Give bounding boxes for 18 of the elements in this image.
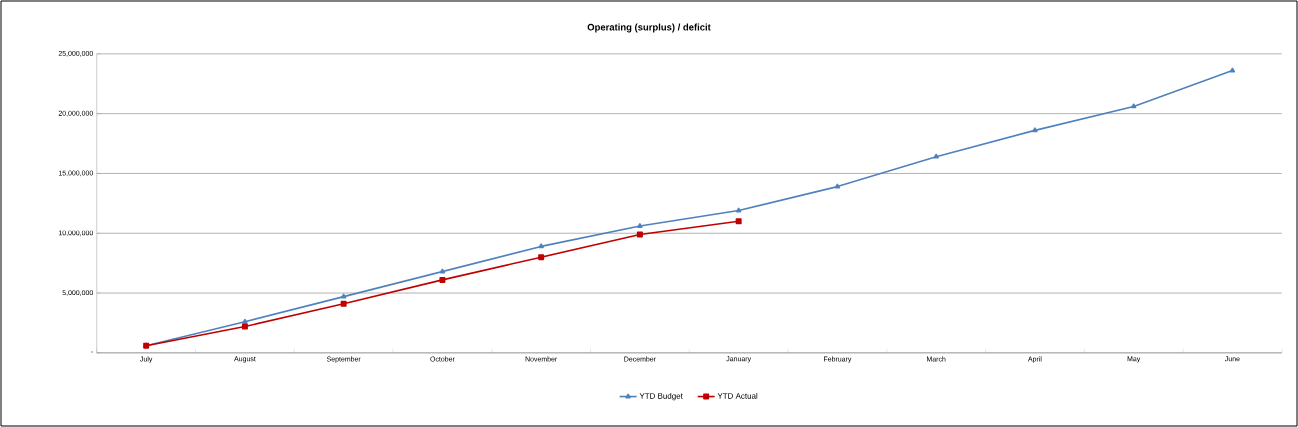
point <box>439 268 446 274</box>
point <box>538 243 544 249</box>
point <box>340 300 347 307</box>
point <box>735 218 742 225</box>
point <box>340 293 347 299</box>
point <box>735 207 742 213</box>
point <box>637 223 643 228</box>
point <box>1130 103 1137 109</box>
point <box>439 276 446 283</box>
point <box>241 323 248 330</box>
point <box>834 183 841 189</box>
point <box>1229 67 1236 73</box>
point <box>636 231 643 238</box>
point <box>538 254 545 261</box>
point <box>1032 127 1038 133</box>
chart-title: Operating (surplus) / deficit <box>587 23 711 33</box>
point <box>933 153 939 159</box>
point <box>242 318 248 324</box>
